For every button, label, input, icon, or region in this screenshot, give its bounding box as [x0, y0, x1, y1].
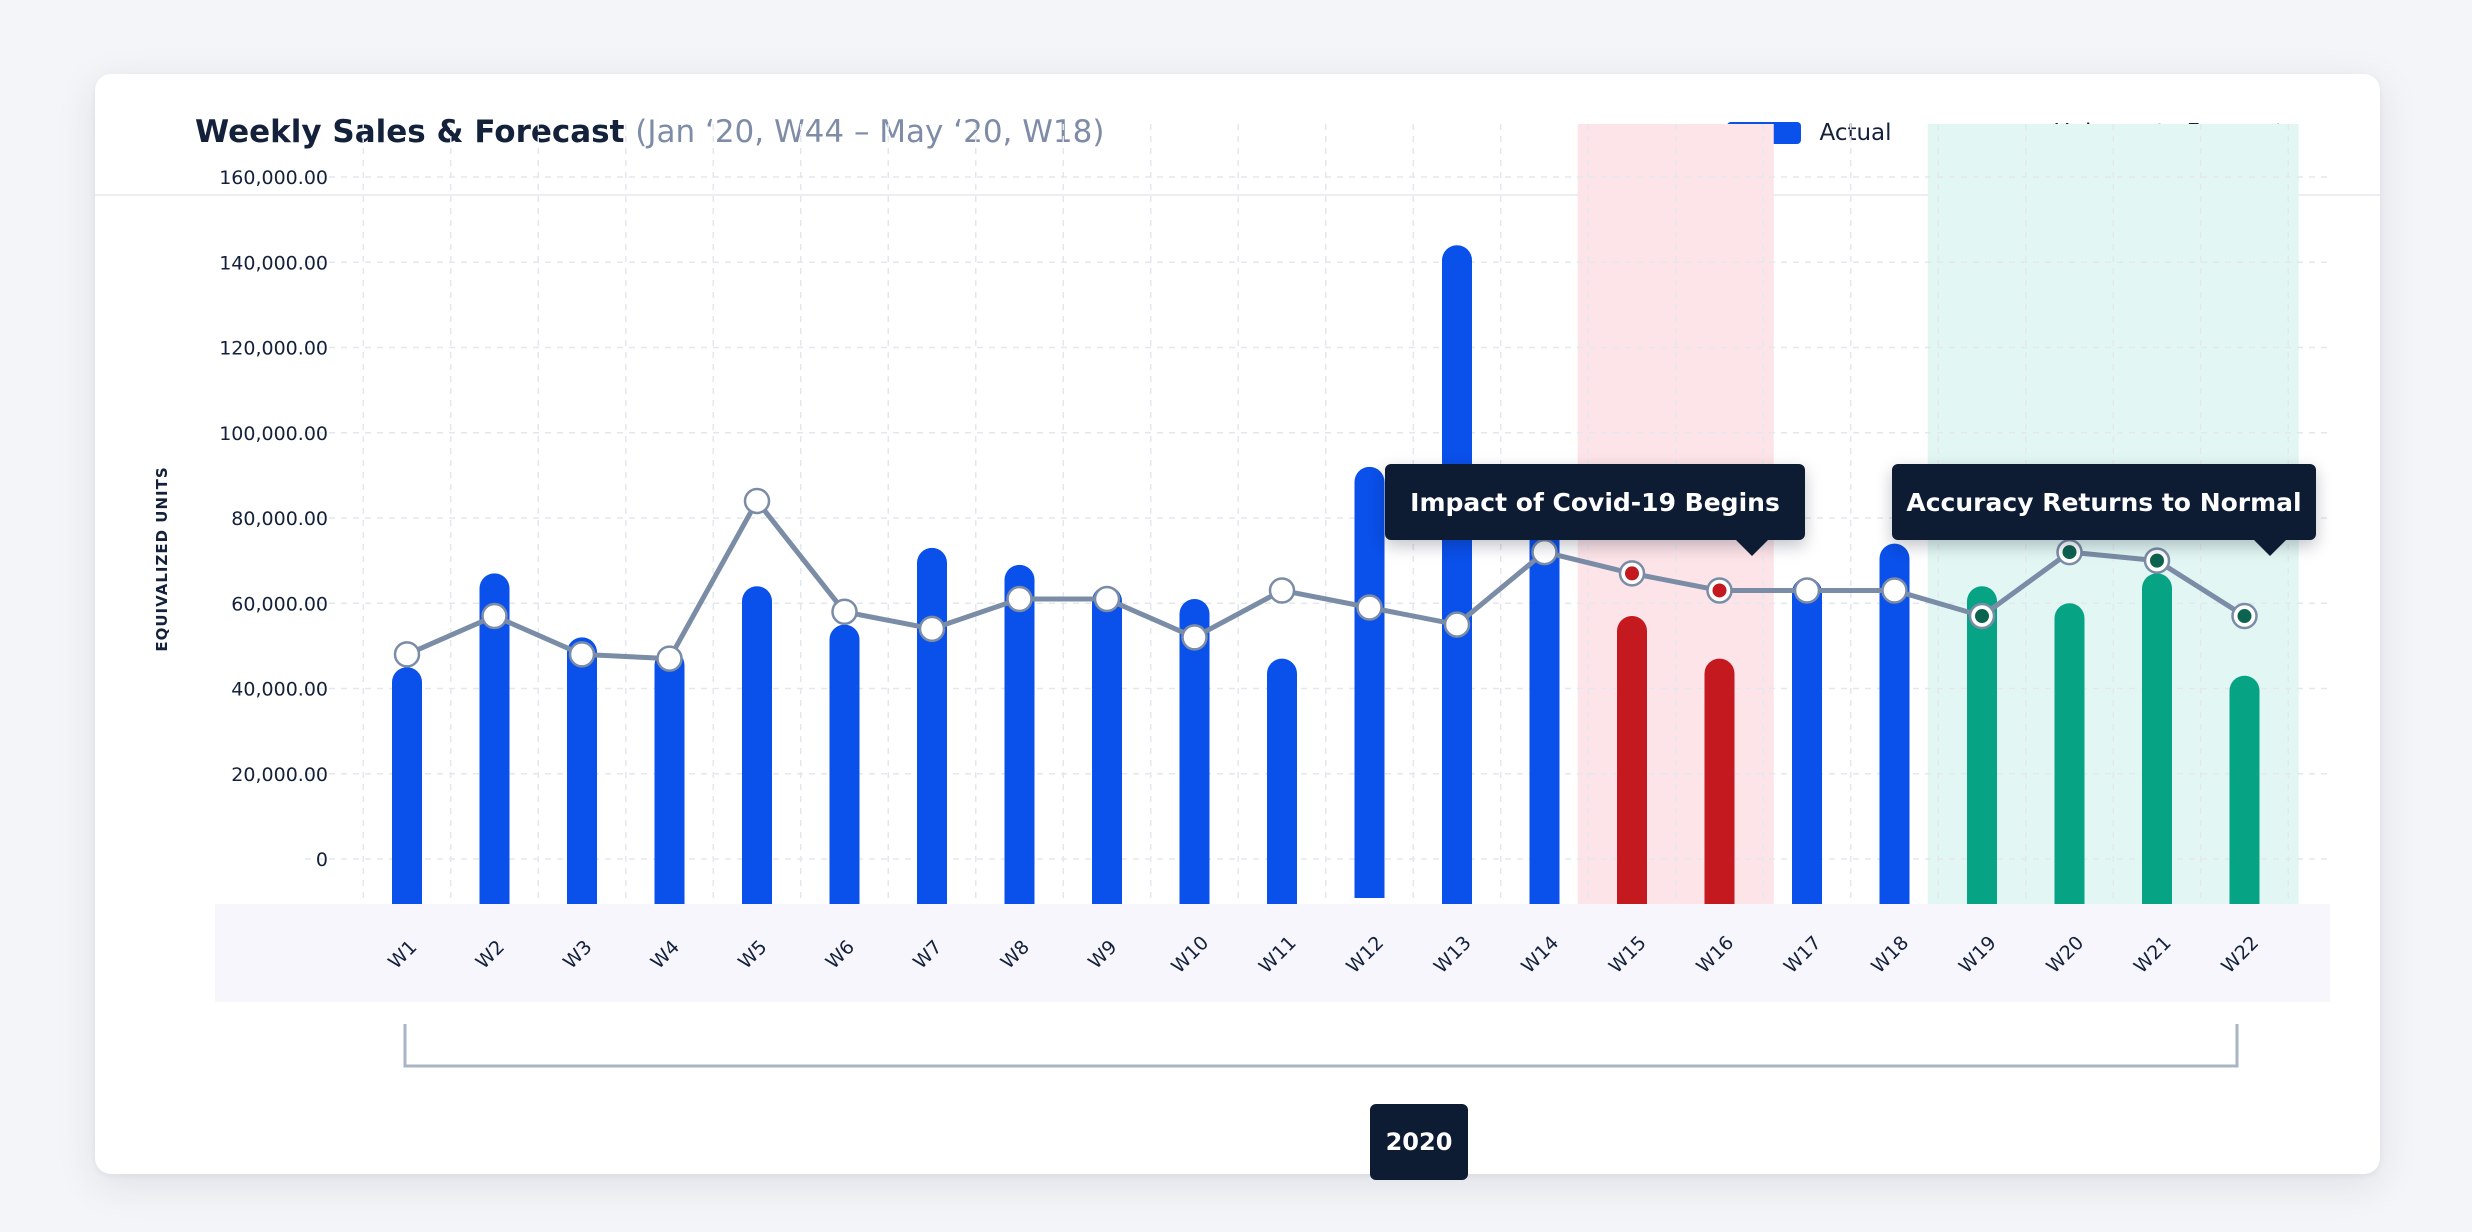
- bar-w9: [1092, 586, 1122, 904]
- forecast-point-ring-w21: [2143, 547, 2171, 574]
- bar-w17: [1792, 577, 1822, 904]
- forecast-point-w6: [833, 600, 856, 623]
- forecast-point-ring-w5: [743, 487, 771, 515]
- forecast-point-w19: [1971, 605, 1993, 628]
- forecast-point-ring-w18: [1881, 577, 1908, 604]
- forecast-point-ring-w22: [2231, 602, 2258, 630]
- bar-w13: [1442, 245, 1472, 904]
- callout-covid: Impact of Covid-19 Begins: [1385, 464, 1805, 556]
- y-tick-label: 140,000.00: [219, 252, 328, 274]
- forecast-point-w10: [1183, 626, 1206, 649]
- legend-label-actual: Actual: [1819, 120, 1892, 146]
- forecast-point-ring-w4: [656, 645, 683, 672]
- x-axis-strip: [215, 904, 2330, 1002]
- forecast-point-w18: [1883, 579, 1906, 602]
- bar-w18: [1879, 543, 1910, 904]
- y-tick-label: 120,000.00: [219, 338, 328, 360]
- bar-w2: [479, 573, 510, 904]
- forecast-point-ring-w10: [1181, 624, 1208, 651]
- forecast-point-w16: [1708, 579, 1731, 602]
- forecast-point-w14: [1533, 541, 1556, 564]
- bar-w11: [1267, 658, 1297, 904]
- bar-w4: [654, 650, 685, 904]
- forecast-point-w20: [2058, 541, 2081, 564]
- bar-w7: [917, 547, 947, 904]
- bar-w14: [1529, 518, 1560, 904]
- bar-w8: [1004, 564, 1035, 904]
- forecast-point-ring-w8: [1006, 585, 1033, 613]
- forecast-point-w13: [1446, 613, 1468, 636]
- callout-accuracy-normal: Accuracy Returns to Normal: [1892, 464, 2316, 556]
- forecast-point-w7: [921, 617, 943, 640]
- bar-w1: [392, 667, 422, 904]
- forecast-point-ring-w6: [831, 598, 858, 626]
- forecast-point-ring-w11: [1268, 577, 1296, 604]
- forecast-point-w8: [1008, 587, 1031, 610]
- bar-w5: [742, 586, 772, 904]
- bar-w6: [829, 624, 860, 904]
- forecast-point-ring-w15: [1618, 560, 1646, 587]
- forecast-point-ring-w16: [1706, 577, 1733, 604]
- y-tick-label: 40,000.00: [231, 679, 328, 701]
- forecast-point-w1: [396, 643, 418, 666]
- chart-canvas: 0 20,000.00 40,000.00 60,000.00 80,000.00 100…: [153, 124, 2330, 1068]
- y-tick-label: 60,000.00: [231, 593, 328, 615]
- y-tick-label: 100,000.00: [219, 423, 328, 445]
- forecast-point-ring-w7: [918, 615, 946, 643]
- forecast-point-ring-w1: [393, 641, 421, 668]
- chart-title-range: (Jan ‘20, W44 – May ‘20, W18): [635, 114, 1105, 150]
- forecast-point-w22: [2233, 605, 2256, 628]
- forecast-point-ring-w19: [1968, 602, 1996, 630]
- y-tick-label: 160,000.00: [219, 167, 328, 189]
- chart-card: Weekly Sales & Forecast (Jan ‘20, W44 – …: [95, 74, 2380, 1180]
- bar-w20: [2054, 603, 2085, 904]
- chart-title: Weekly Sales & Forecast (Jan ‘20, W44 – …: [195, 114, 1104, 150]
- y-tick-label: 20,000.00: [231, 764, 328, 786]
- forecast-point-w2: [483, 605, 506, 628]
- bar-w22: [2229, 675, 2260, 904]
- forecast-point-ring-w14: [1531, 538, 1558, 566]
- forecast-point-w21: [2146, 549, 2168, 572]
- forecast-point-w17: [1796, 579, 1818, 602]
- bar-w16: [1704, 658, 1735, 904]
- forecast-point-w4: [658, 647, 681, 670]
- forecast-point-ring-w20: [2056, 538, 2083, 566]
- forecast-point-ring-w3: [568, 641, 596, 668]
- bar-w3: [567, 637, 597, 904]
- bar-w21: [2142, 573, 2172, 904]
- y-tick-label: 0: [316, 849, 328, 871]
- forecast-point-w5: [746, 489, 768, 512]
- forecast-point-ring-w12: [1356, 594, 1383, 621]
- forecast-point-w11: [1271, 579, 1293, 602]
- bar-w19: [1967, 586, 1997, 904]
- forecast-point-ring-w9: [1093, 585, 1121, 613]
- forecast-point-w15: [1621, 562, 1643, 585]
- forecast-point-w9: [1096, 587, 1118, 610]
- chart-title-main: Weekly Sales & Forecast: [195, 114, 625, 150]
- bar-w10: [1179, 598, 1210, 904]
- forecast-line: [404, 498, 2247, 662]
- year-label: 2020: [1370, 1104, 1468, 1180]
- forecast-point-ring-w13: [1443, 611, 1471, 638]
- year-bracket: [403, 1024, 2239, 1068]
- y-axis-label: EQUIVALIZED UNITS: [153, 466, 171, 651]
- forecast-point-ring-w2: [481, 602, 508, 630]
- bar-w12: [1354, 466, 1385, 898]
- forecast-point-ring-w17: [1793, 577, 1821, 604]
- forecast-point-w12: [1358, 596, 1381, 619]
- bar-w15: [1617, 616, 1647, 904]
- forecast-point-w3: [571, 643, 593, 666]
- y-tick-label: 80,000.00: [231, 508, 328, 530]
